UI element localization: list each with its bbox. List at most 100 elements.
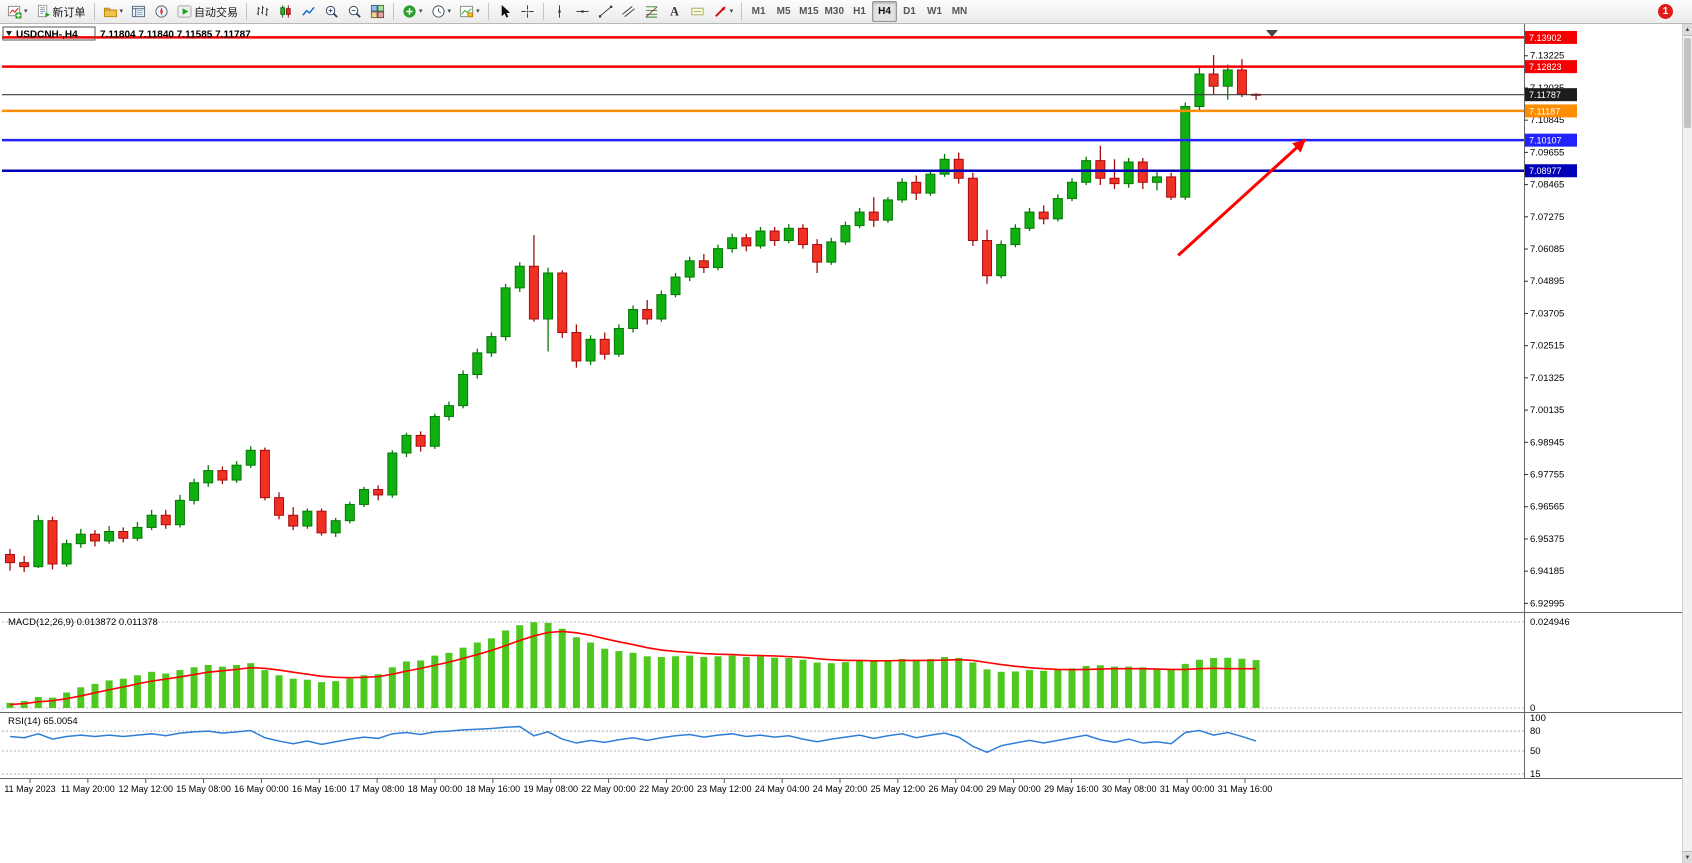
svg-text:100: 100 — [1530, 713, 1546, 724]
svg-text:6.96565: 6.96565 — [1530, 502, 1564, 513]
new-chart-button[interactable]: ▾ — [3, 1, 32, 22]
navigator-compass-icon — [155, 5, 168, 18]
symbol-box — [2, 26, 96, 41]
svg-text:26 May 04:00: 26 May 04:00 — [928, 784, 983, 794]
timeframe-h4-button[interactable]: H4 — [872, 1, 897, 22]
line-chart-button[interactable] — [297, 1, 320, 22]
new-chart-icon — [7, 5, 22, 19]
svg-text:7.13902: 7.13902 — [1529, 33, 1562, 43]
svg-text:31 May 16:00: 31 May 16:00 — [1218, 784, 1273, 794]
indicators-plus-icon — [403, 5, 416, 18]
svg-text:16 May 00:00: 16 May 00:00 — [234, 784, 289, 794]
arrow-shape-icon — [714, 6, 726, 17]
svg-text:22 May 20:00: 22 May 20:00 — [639, 784, 694, 794]
svg-text:7.01325: 7.01325 — [1530, 373, 1564, 384]
arrows-button[interactable]: ▾ — [709, 1, 738, 22]
timeframe-m5-button[interactable]: M5 — [771, 1, 796, 22]
svg-text:7.09655: 7.09655 — [1530, 147, 1564, 158]
time-axis[interactable]: 11 May 2023 11 May 20:00 12 May 12:00 15 Ma… — [4, 779, 1272, 794]
vertical-line-icon — [557, 5, 561, 18]
text-label-icon — [690, 7, 704, 16]
one-click-trading-toggle[interactable] — [6, 31, 12, 36]
crosshair-button[interactable] — [516, 1, 539, 22]
svg-text:12 May 12:00: 12 May 12:00 — [118, 784, 173, 794]
svg-text:7.08977: 7.08977 — [1529, 166, 1562, 176]
scroll-down-button[interactable]: ▼ — [1683, 851, 1692, 863]
svg-text:31 May 00:00: 31 May 00:00 — [1160, 784, 1215, 794]
timeframe-d1-button[interactable]: D1 — [897, 1, 922, 22]
text-label-button[interactable] — [686, 1, 709, 22]
svg-text:18 May 00:00: 18 May 00:00 — [408, 784, 463, 794]
notification-badge[interactable]: 1 — [1658, 4, 1673, 19]
line-chart-icon — [302, 6, 315, 16]
svg-text:6.92995: 6.92995 — [1530, 598, 1564, 609]
text-button[interactable]: A — [663, 1, 686, 22]
new-order-button[interactable]: 新订单 — [32, 1, 90, 22]
vertical-scrollbar[interactable]: ▲ ▼ — [1682, 24, 1692, 863]
market-watch-button[interactable] — [127, 1, 150, 22]
fibonacci-button[interactable] — [640, 1, 663, 22]
timeframe-m15-button[interactable]: M15 — [796, 1, 821, 22]
scrollbar-thumb[interactable] — [1684, 38, 1691, 128]
channel-icon — [621, 5, 635, 18]
svg-text:0: 0 — [1530, 703, 1535, 714]
zoom-in-button[interactable] — [320, 1, 343, 22]
templates-button[interactable]: ▾ — [455, 1, 484, 22]
svg-text:7.06085: 7.06085 — [1530, 244, 1564, 255]
candlestick-icon — [280, 5, 291, 18]
periods-button[interactable]: ▾ — [427, 1, 456, 22]
clock-icon — [431, 5, 445, 18]
bar-chart-button[interactable] — [251, 1, 274, 22]
caret-down-icon: ▾ — [476, 8, 480, 15]
horizontal-lines[interactable]: 7.13902 7.12823 7.11787 7.11187 7.10107 7.089… — [2, 30, 1577, 178]
svg-text:7.11787: 7.11787 — [1529, 90, 1561, 100]
svg-text:6.98945: 6.98945 — [1530, 437, 1564, 448]
chart-shift-marker[interactable] — [1266, 30, 1278, 37]
svg-text:11 May 20:00: 11 May 20:00 — [61, 784, 115, 794]
tile-windows-button[interactable] — [366, 1, 389, 22]
timeframe-h1-button[interactable]: H1 — [847, 1, 872, 22]
channel-button[interactable] — [617, 1, 640, 22]
crosshair-icon — [520, 5, 534, 18]
svg-text:7.00135: 7.00135 — [1530, 405, 1564, 416]
candlestick-chart-button[interactable] — [274, 1, 297, 22]
fibonacci-icon — [645, 6, 658, 18]
caret-down-icon: ▾ — [729, 8, 734, 15]
new-order-icon — [37, 4, 50, 18]
svg-text:15: 15 — [1530, 769, 1541, 780]
svg-text:22 May 00:00: 22 May 00:00 — [581, 784, 636, 794]
chart-canvas[interactable]: 7.132257.120357.108457.096557.084657.072… — [0, 24, 1682, 863]
svg-text:MACD(12,26,9) 0.013872 0.01137: MACD(12,26,9) 0.013872 0.011378 — [8, 617, 158, 628]
svg-text:30 May 08:00: 30 May 08:00 — [1102, 784, 1157, 794]
svg-text:11 May 2023: 11 May 2023 — [4, 784, 55, 794]
trendline-button[interactable] — [594, 1, 617, 22]
navigator-button[interactable] — [150, 1, 173, 22]
timeframe-m30-button[interactable]: M30 — [822, 1, 847, 22]
svg-text:24 May 20:00: 24 May 20:00 — [813, 784, 868, 794]
toolbar-separator — [487, 3, 489, 20]
chart-title: USDCNH-,H4 7.11804 7.11840 7.11585 7.1178… — [2, 26, 251, 41]
caret-down-icon: ▾ — [447, 8, 452, 15]
svg-text:6.95375: 6.95375 — [1530, 534, 1564, 545]
svg-text:A: A — [670, 5, 679, 19]
auto-trading-button[interactable]: 自动交易 — [173, 1, 242, 22]
timeframe-m1-button[interactable]: M1 — [746, 1, 771, 22]
svg-text:17 May 08:00: 17 May 08:00 — [350, 784, 405, 794]
indicators-button[interactable]: ▾ — [398, 1, 427, 22]
zoom-out-button[interactable] — [343, 1, 366, 22]
profiles-button[interactable]: ▾ — [99, 1, 128, 22]
templates-icon — [460, 5, 474, 18]
svg-text:7.11804 7.11840 7.11585 7.1178: 7.11804 7.11840 7.11585 7.11787 — [100, 30, 251, 41]
svg-text:50: 50 — [1530, 746, 1541, 757]
caret-down-icon: ▾ — [119, 8, 124, 15]
svg-text:29 May 00:00: 29 May 00:00 — [986, 784, 1041, 794]
text-icon: A — [670, 5, 679, 19]
timeframe-w1-button[interactable]: W1 — [922, 1, 947, 22]
cursor-button[interactable] — [493, 1, 516, 22]
horizontal-line-button[interactable] — [571, 1, 594, 22]
vertical-line-button[interactable] — [548, 1, 571, 22]
trend-arrow-annotation[interactable] — [1177, 138, 1307, 257]
timeframe-mn-button[interactable]: MN — [947, 1, 972, 22]
scroll-up-button[interactable]: ▲ — [1683, 24, 1692, 36]
